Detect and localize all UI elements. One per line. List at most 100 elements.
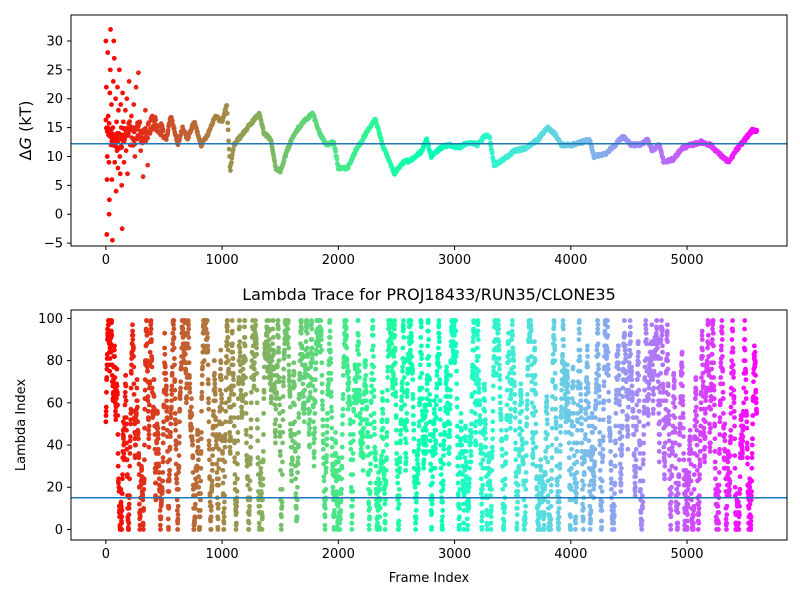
lambda-point [126,512,132,518]
delta-g-point [140,174,146,180]
lambda-point [395,480,401,486]
lambda-point [329,404,334,410]
lambda-point [141,476,147,482]
lambda-point [511,379,517,385]
lambda-point [140,527,146,532]
lambda-point [185,330,191,336]
lambda-point [574,427,580,433]
lambda-point [225,335,231,340]
lambda-point [367,467,373,473]
lambda-point [221,505,227,511]
lambda-point [533,408,539,414]
lambda-point [107,356,113,361]
lambda-point [508,425,513,431]
lambda-point [477,402,483,408]
lambda-point [454,381,460,387]
lambda-point [561,343,567,349]
lambda-point [361,453,366,458]
lambda-point [238,387,244,393]
lambda-point [437,377,443,383]
delta-g-point [171,125,177,131]
lambda-point [399,385,405,391]
lambda-point [257,503,263,509]
lambda-point [310,360,315,366]
lambda-point [549,455,555,461]
lambda-point [189,396,194,402]
lambda-point [212,392,218,397]
lambda-point [439,527,445,532]
lambda-point [194,480,199,486]
lambda-point [523,453,529,458]
lambda-point [560,322,566,328]
lambda-point [177,419,182,425]
lambda-point [361,425,367,431]
lambda-point [137,501,142,507]
lambda-point [466,476,472,482]
lambda-point [396,522,402,528]
lambda-point [453,341,459,347]
lambda-point [566,455,572,461]
lambda-point [221,510,226,515]
lambda-point [566,440,572,446]
lambda-point [510,332,515,338]
lambda-point [254,351,260,357]
lambda-point [221,520,227,526]
lambda-point [258,470,264,475]
lambda-point [195,432,201,437]
lambda-point [175,527,181,532]
lambda-point [199,394,205,399]
lambda-point [384,434,390,440]
lambda-point [482,417,488,423]
lambda-point [165,516,171,522]
lambda-point [584,375,590,380]
lambda-point [206,406,212,412]
lambda-point [205,362,211,368]
lambda-point [490,427,496,433]
lambda-point [168,404,174,410]
lambda-point [531,413,537,418]
lambda-point [534,486,540,492]
lambda-point [126,527,132,532]
lambda-point [333,451,339,456]
lambda-point [261,396,267,402]
lambda-point [462,434,468,440]
lambda-point [127,463,133,469]
lambda-point [403,455,409,461]
lambda-point [261,389,267,395]
lambda-point [103,413,109,418]
lambda-point [402,402,407,408]
lambda-point [381,472,387,477]
lambda-point [440,499,446,505]
lambda-point [518,392,524,397]
lambda-point [122,389,128,395]
lambda-point [427,398,433,404]
lambda-point [230,356,236,361]
lambda-point [206,396,211,402]
lambda-point [395,474,400,480]
lambda-point [476,385,482,391]
lambda-point [157,522,163,528]
lambda-point [368,461,373,467]
lambda-point [266,328,272,334]
lambda-point [489,444,495,450]
lambda-point [433,427,439,433]
lambda-point [312,436,317,442]
lambda-point [122,394,128,399]
lambda-point [441,442,447,448]
lambda-point [457,514,462,520]
lambda-point [434,402,439,408]
lambda-point [284,330,289,336]
lambda-point [452,358,458,364]
lambda-point [322,501,328,507]
lambda-point [396,501,402,507]
lambda-point [199,408,204,414]
delta-g-point [226,138,232,144]
lambda-point [276,379,282,385]
lambda-point [120,476,125,482]
lambda-point [461,520,467,526]
lambda-point [595,326,601,332]
lambda-point [528,328,534,334]
delta-g-point [112,136,118,142]
lambda-point [574,459,580,465]
lambda-point [388,324,394,330]
